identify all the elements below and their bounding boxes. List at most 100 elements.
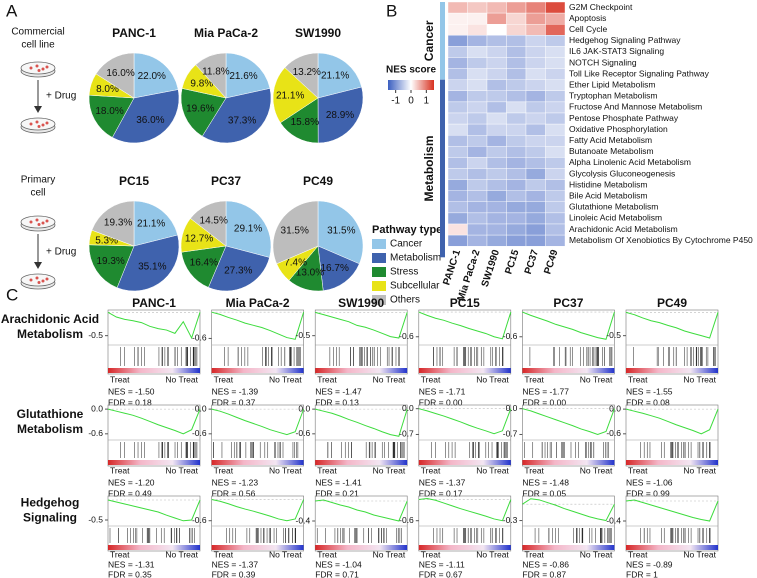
heatmap-cell	[467, 112, 488, 125]
heatmap-cell	[447, 112, 468, 125]
pie-label: 16.4%	[190, 258, 218, 269]
pie-label: 37.3%	[228, 115, 256, 126]
fdr-label: FDR = 0.17	[419, 488, 463, 498]
pie-slice	[208, 245, 270, 292]
dish-icon	[20, 215, 56, 232]
nes-label: NES = -0.89	[626, 559, 673, 569]
es-curve	[211, 408, 305, 436]
pie-label: 21.1%	[276, 90, 304, 101]
nes-label: NES = -1.04	[315, 559, 362, 569]
heatmap-cell	[545, 112, 566, 125]
heatmap-cell	[545, 123, 566, 136]
heatmap-cell	[525, 79, 546, 91]
row-label: Arachidonic Acid Metabolism	[569, 224, 678, 234]
schematic-label: Commercial	[11, 27, 64, 38]
heatmap-cell	[545, 234, 566, 247]
colorbar	[388, 80, 434, 90]
legend-swatch	[372, 267, 386, 277]
panel-label: A	[6, 1, 18, 20]
heatmap-cell	[467, 190, 488, 202]
heatmap-cell	[467, 46, 488, 58]
row-label: Fatty Acid Metabolism	[569, 135, 652, 145]
heatmap-cell	[467, 1, 488, 14]
heatmap-cell	[486, 35, 507, 47]
pie-label: 19.6%	[186, 104, 214, 115]
rank-left-label: Treat	[110, 374, 130, 384]
heatmap-cell	[486, 212, 507, 225]
rank-right-label: No Treat	[269, 465, 302, 475]
nes-label: NES = -1.71	[419, 386, 466, 396]
pie-label: 13.2%	[293, 67, 321, 78]
pie-label: 8.0%	[96, 84, 119, 95]
heatmap-cell	[545, 79, 566, 91]
heatmap-cell	[506, 201, 527, 214]
heatmap-cell	[525, 57, 546, 69]
heatmap-cell	[486, 24, 507, 36]
arrow-head	[34, 262, 42, 269]
rank-bar	[418, 368, 511, 373]
row-label: Ether Lipid Metabolism	[569, 80, 655, 90]
heatmap-cell	[447, 123, 468, 136]
pie-label: 21.1%	[321, 71, 349, 82]
nes-label: NES = -1.50	[108, 386, 155, 396]
heatmap-cell	[447, 201, 468, 214]
plot-frame	[107, 495, 201, 552]
row-label: Histidine Metabolism	[569, 179, 647, 189]
colorbar-tick-label: 0	[408, 96, 414, 107]
heatmap-cell	[545, 212, 566, 225]
row-title: Metabolism	[17, 422, 83, 436]
plot-frame	[211, 404, 304, 467]
heatmap-cell	[467, 212, 488, 225]
fdr-label: FDR = 1	[626, 569, 658, 578]
legend-swatch	[372, 253, 386, 263]
fdr-label: FDR = 0.00	[522, 397, 566, 407]
heatmap-cell	[506, 223, 527, 236]
heatmap-cell	[545, 168, 566, 180]
pie-label: 9.8%	[190, 79, 213, 90]
row-label: NOTCH Signaling	[569, 57, 637, 67]
rank-left-label: Treat	[317, 374, 337, 384]
heatmap-cell	[467, 179, 488, 191]
nes-label: NES = -1.37	[212, 559, 259, 569]
y-tick-label: -0.6	[399, 331, 414, 341]
row-title: Hedgehog	[21, 496, 80, 510]
heatmap-cell	[545, 179, 566, 191]
heatmap-cell	[545, 46, 566, 58]
dish-icon	[20, 273, 56, 290]
pie-label: 27.3%	[224, 266, 252, 277]
nes-label: NES = -1.06	[626, 477, 673, 487]
rank-bar	[626, 460, 718, 465]
row-label: Alpha Linolenic Acid Metabolism	[569, 157, 691, 167]
rank-left-label: Treat	[524, 549, 544, 559]
column-title: PC15	[450, 296, 480, 310]
heatmap-cell	[506, 35, 527, 47]
heatmap-cell	[545, 146, 566, 158]
plot-frame	[107, 404, 201, 467]
nes-label: NES = -1.48	[522, 477, 569, 487]
fdr-label: FDR = 0.00	[419, 397, 463, 407]
es-curve	[315, 408, 408, 437]
pie-slice	[181, 245, 227, 288]
heatmap-cell	[486, 101, 507, 114]
rank-bar	[626, 545, 718, 550]
pie-label: 31.5%	[327, 225, 355, 236]
pie-label: 35.1%	[138, 262, 166, 273]
row-title: Arachidonic Acid	[1, 312, 99, 326]
rank-left-label: Treat	[524, 374, 544, 384]
pie-title: PC49	[303, 174, 333, 188]
y-tick-label: -0.7	[399, 429, 414, 439]
plot-frame	[314, 309, 408, 375]
pie-label: 14.5%	[200, 216, 228, 227]
pie-label: 13.0%	[296, 267, 324, 278]
heatmap-cell	[467, 101, 488, 114]
heatmap-cell	[545, 223, 566, 236]
heatmap-cell	[525, 68, 546, 80]
heatmap-cell	[506, 1, 527, 14]
heatmap-cell	[525, 1, 546, 14]
y-tick-label: -0.5	[88, 514, 103, 524]
heatmap-cell	[467, 35, 488, 47]
heatmap-cell	[486, 146, 507, 158]
heatmap-cell	[525, 24, 546, 36]
legend-swatch	[372, 281, 386, 291]
